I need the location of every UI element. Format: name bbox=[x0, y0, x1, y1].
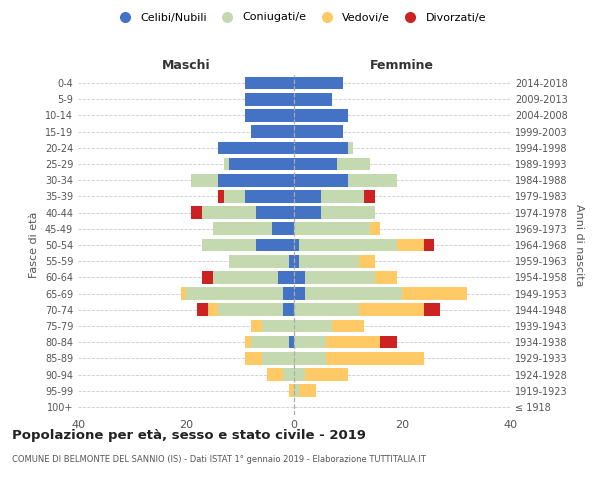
Bar bbox=[213, 271, 278, 283]
Bar bbox=[294, 271, 305, 283]
Y-axis label: Fasce di età: Fasce di età bbox=[29, 212, 39, 278]
Bar bbox=[283, 304, 294, 316]
Bar bbox=[202, 271, 213, 283]
Bar bbox=[289, 336, 294, 348]
Bar bbox=[348, 174, 397, 186]
Bar bbox=[424, 238, 434, 252]
Bar bbox=[262, 320, 294, 332]
Bar bbox=[364, 190, 375, 202]
Bar bbox=[245, 352, 262, 364]
Bar bbox=[218, 190, 224, 202]
Bar bbox=[294, 158, 337, 170]
Bar bbox=[326, 336, 380, 348]
Bar bbox=[267, 368, 283, 381]
Bar bbox=[294, 336, 326, 348]
Bar bbox=[321, 206, 375, 219]
Bar bbox=[272, 222, 294, 235]
Bar bbox=[294, 206, 321, 219]
Bar bbox=[186, 288, 283, 300]
Bar bbox=[191, 206, 202, 219]
Bar bbox=[321, 190, 364, 202]
Bar bbox=[251, 336, 289, 348]
Bar bbox=[229, 255, 289, 268]
Bar bbox=[299, 255, 359, 268]
Bar bbox=[305, 368, 348, 381]
Bar bbox=[294, 238, 299, 252]
Bar bbox=[289, 384, 294, 397]
Bar bbox=[294, 255, 299, 268]
Bar bbox=[245, 109, 294, 122]
Bar bbox=[245, 336, 251, 348]
Bar bbox=[229, 158, 294, 170]
Bar bbox=[245, 190, 294, 202]
Bar bbox=[256, 206, 294, 219]
Bar bbox=[283, 368, 294, 381]
Bar bbox=[202, 238, 256, 252]
Bar bbox=[191, 174, 218, 186]
Text: COMUNE DI BELMONTE DEL SANNIO (IS) - Dati ISTAT 1° gennaio 2019 - Elaborazione T: COMUNE DI BELMONTE DEL SANNIO (IS) - Dat… bbox=[12, 455, 426, 464]
Bar bbox=[370, 222, 380, 235]
Bar bbox=[299, 384, 316, 397]
Bar bbox=[337, 158, 370, 170]
Bar bbox=[294, 142, 348, 154]
Bar bbox=[294, 93, 332, 106]
Bar bbox=[202, 206, 256, 219]
Bar bbox=[251, 126, 294, 138]
Legend: Celibi/Nubili, Coniugati/e, Vedovi/e, Divorzati/e: Celibi/Nubili, Coniugati/e, Vedovi/e, Di… bbox=[109, 8, 491, 27]
Bar bbox=[375, 271, 397, 283]
Bar bbox=[294, 352, 326, 364]
Bar bbox=[278, 271, 294, 283]
Bar bbox=[262, 352, 294, 364]
Bar bbox=[197, 304, 208, 316]
Bar bbox=[294, 77, 343, 90]
Text: Femmine: Femmine bbox=[370, 59, 434, 72]
Bar bbox=[294, 190, 321, 202]
Bar bbox=[294, 109, 348, 122]
Bar bbox=[283, 288, 294, 300]
Text: Maschi: Maschi bbox=[161, 59, 211, 72]
Bar bbox=[294, 368, 305, 381]
Bar bbox=[348, 142, 353, 154]
Y-axis label: Anni di nascita: Anni di nascita bbox=[574, 204, 584, 286]
Bar bbox=[326, 352, 424, 364]
Bar bbox=[305, 288, 402, 300]
Bar bbox=[380, 336, 397, 348]
Bar bbox=[218, 142, 294, 154]
Bar bbox=[294, 288, 305, 300]
Bar bbox=[224, 158, 229, 170]
Bar bbox=[299, 238, 397, 252]
Bar bbox=[181, 288, 186, 300]
Bar bbox=[294, 222, 370, 235]
Bar bbox=[402, 288, 467, 300]
Bar bbox=[359, 255, 375, 268]
Bar bbox=[245, 93, 294, 106]
Bar bbox=[294, 304, 359, 316]
Bar bbox=[218, 304, 283, 316]
Bar bbox=[218, 174, 294, 186]
Bar bbox=[256, 238, 294, 252]
Bar bbox=[208, 304, 218, 316]
Bar bbox=[224, 190, 245, 202]
Bar bbox=[332, 320, 364, 332]
Text: Popolazione per età, sesso e stato civile - 2019: Popolazione per età, sesso e stato civil… bbox=[12, 430, 366, 442]
Bar bbox=[294, 126, 343, 138]
Bar bbox=[294, 320, 332, 332]
Bar bbox=[294, 384, 299, 397]
Bar bbox=[359, 304, 424, 316]
Bar bbox=[213, 222, 272, 235]
Bar bbox=[424, 304, 440, 316]
Bar bbox=[289, 255, 294, 268]
Bar bbox=[305, 271, 375, 283]
Bar bbox=[245, 77, 294, 90]
Bar bbox=[397, 238, 424, 252]
Bar bbox=[294, 174, 348, 186]
Bar bbox=[251, 320, 262, 332]
